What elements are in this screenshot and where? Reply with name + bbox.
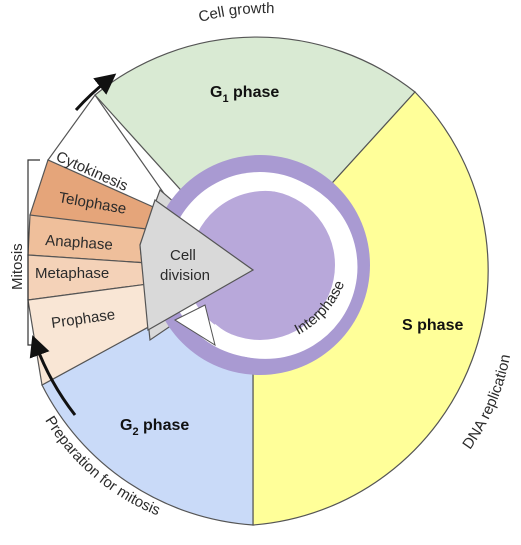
g2-phase-label: G2 phase xyxy=(120,417,189,438)
cell-division-label: Cell division xyxy=(160,247,210,284)
interphase-arrowhead xyxy=(173,304,216,347)
interphase-core xyxy=(185,190,335,340)
g1-phase-sector xyxy=(94,36,416,271)
cell-growth-arrow xyxy=(74,73,117,112)
cell-division-triangle xyxy=(139,199,255,331)
g1-phase-label: G1 phase xyxy=(210,84,279,105)
mitosis-label: Mitosis xyxy=(9,243,26,290)
interphase-cycle-arrow xyxy=(182,174,358,359)
metaphase-label: Metaphase xyxy=(35,265,109,282)
s-phase-label: S phase xyxy=(402,317,463,334)
s-phase-sector xyxy=(252,91,489,526)
anaphase-label: Anaphase xyxy=(45,232,114,254)
cell-growth-label: Cell growth xyxy=(197,0,275,26)
preparation-arrow xyxy=(29,335,77,416)
